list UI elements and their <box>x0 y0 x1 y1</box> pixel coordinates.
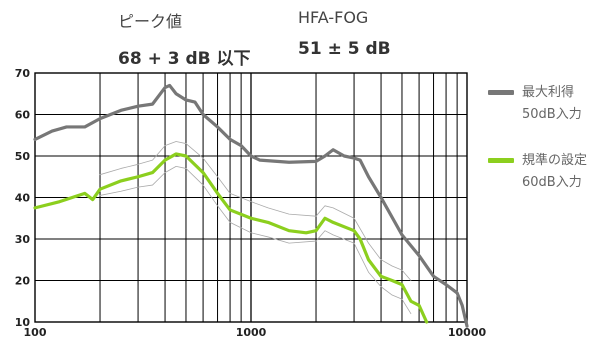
legend-label-line2: 50dB入力 <box>522 107 582 122</box>
x-tick-label: 100 <box>24 326 47 338</box>
y-tick-label: 50 <box>15 150 31 163</box>
legend-label-standard-setting: 規準の設定 60dB入力 <box>522 150 587 194</box>
hfa-header: HFA-FOG 51 ± 5 dB <box>298 8 391 59</box>
peak-header: ピーク値 68 + 3 dB 以下 <box>118 8 251 69</box>
series-line <box>33 152 429 324</box>
legend-swatch-max-gain <box>488 90 514 95</box>
series-layer <box>33 83 469 328</box>
y-tick-label: 60 <box>15 109 31 122</box>
plot-frame <box>34 72 468 323</box>
y-tick-label: 40 <box>15 192 31 205</box>
chart-grid <box>34 72 468 323</box>
axis-labels: 10 20 30 40 50 60 70 100 1000 10000 <box>15 67 487 338</box>
hfa-label: HFA-FOG <box>298 8 369 27</box>
legend-label-line2: 60dB入力 <box>522 175 582 190</box>
legend-label-max-gain: 最大利得 50dB入力 <box>522 82 582 126</box>
legend-label-line1: 最大利得 <box>522 85 575 100</box>
y-tick-label: 70 <box>15 67 31 80</box>
y-tick-label: 30 <box>15 233 31 246</box>
x-tick-label: 1000 <box>236 326 267 338</box>
peak-label: ピーク値 <box>118 12 183 31</box>
tolerance-band-line <box>99 141 412 281</box>
legend-label-line1: 規準の設定 <box>522 153 588 168</box>
series-line <box>33 83 469 328</box>
legend-swatch-standard-setting <box>488 158 514 163</box>
y-tick-label: 10 <box>15 316 31 329</box>
hfa-value: 51 ± 5 dB <box>298 39 391 59</box>
tolerance-band-line <box>99 165 412 315</box>
peak-value: 68 + 3 dB 以下 <box>118 49 251 69</box>
x-tick-label: 10000 <box>448 326 487 338</box>
y-tick-label: 20 <box>15 275 31 288</box>
